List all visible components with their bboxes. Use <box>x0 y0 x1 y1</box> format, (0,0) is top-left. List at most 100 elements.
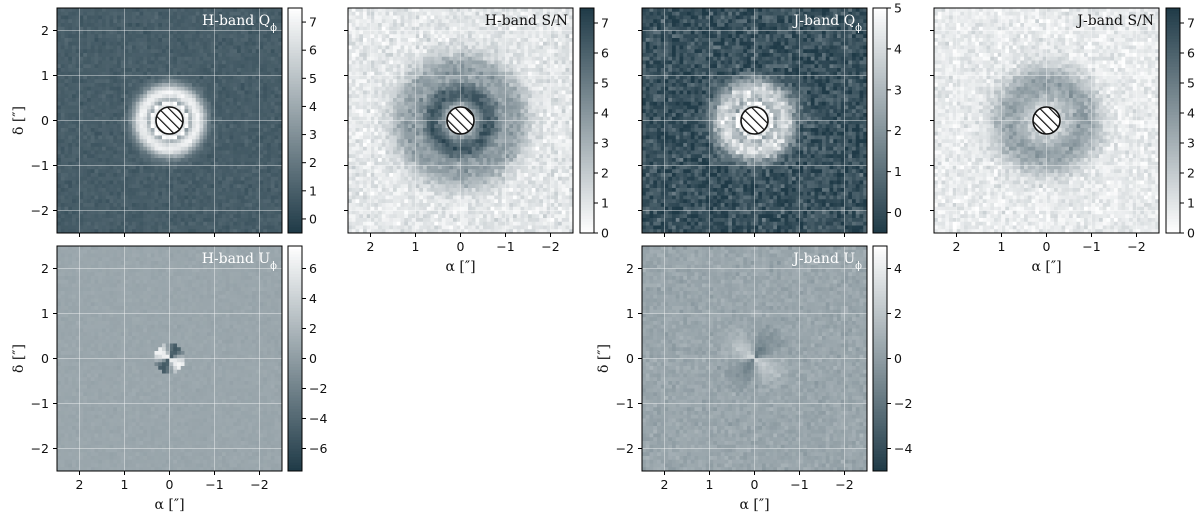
colorbar-tick-label-h-sn: 0 <box>601 226 609 241</box>
colorbar-tick-label-j-u: 0 <box>894 351 902 366</box>
colorbar-h-sn: 0 1 2 3 4 5 6 7 <box>580 8 609 241</box>
x-tick-label-j-u: −2 <box>835 477 853 492</box>
colorbar-tick-label-j-q: 3 <box>894 82 902 97</box>
y-axis-label-h-u: δ [″] <box>11 344 27 373</box>
colorbar-tick-label-j-sn: 0 <box>1187 226 1195 241</box>
x-axis-label-j-u: α [″] <box>739 497 769 513</box>
x-tick-label-j-sn: 0 <box>1043 239 1051 254</box>
colorbar-tick-label-h-u: 2 <box>309 321 317 336</box>
y-tick-label-j-u: −1 <box>616 396 634 411</box>
y-axis-label-h-q: δ [″] <box>11 106 27 135</box>
y-tick-label-h-u: 1 <box>41 306 49 321</box>
x-tick-label-h-sn: 2 <box>367 239 375 254</box>
colorbar-j-q: 0 1 2 3 4 5 <box>873 1 902 234</box>
panel-h-sn: 2 1 0 −1 −2 α [″] H-band S/N 0 1 2 3 4 5 6 7 <box>344 8 609 275</box>
x-tick-label-h-u: −1 <box>205 477 223 492</box>
y-tick-label-h-u: −1 <box>31 396 49 411</box>
x-tick-label-j-u: 0 <box>751 477 759 492</box>
colorbar-tick-label-h-q: 7 <box>309 15 317 30</box>
x-axis-label-h-sn: α [″] <box>445 259 475 275</box>
coronagraph-mask-h-sn <box>447 107 474 134</box>
y-axis-label-j-u: δ [″] <box>596 344 612 373</box>
colorbar-tick-label-h-u: −4 <box>309 411 327 426</box>
x-tick-label-j-sn: −1 <box>1082 239 1100 254</box>
colorbar-tick-label-j-sn: 3 <box>1187 136 1195 151</box>
colorbar-tick-label-h-u: 4 <box>309 291 317 306</box>
x-tick-label-h-u: 2 <box>76 477 84 492</box>
panel-title-j-sn: J-band S/N <box>1075 13 1154 29</box>
y-tick-label-j-u: −2 <box>616 441 634 456</box>
colorbar-tick-label-h-q: 6 <box>309 43 317 58</box>
colorbar-tick-label-j-u: −2 <box>894 396 912 411</box>
colorbar-tick-label-h-sn: 1 <box>601 196 609 211</box>
colorbar-h-u: −6 −4 −2 0 2 4 6 <box>288 246 327 471</box>
colorbar-tick-label-j-sn: 2 <box>1187 166 1195 181</box>
colorbar-tick-label-h-q: 1 <box>309 183 317 198</box>
colorbar-tick-label-h-sn: 3 <box>601 136 609 151</box>
colorbar-tick-label-j-q: 1 <box>894 164 902 179</box>
colorbar-tick-label-j-q: 4 <box>894 41 902 56</box>
colorbar-tick-label-j-sn: 7 <box>1187 16 1195 31</box>
colorbar-tick-label-h-sn: 2 <box>601 166 609 181</box>
x-axis-label-h-u: α [″] <box>154 497 184 513</box>
panel-title-h-sn: H-band S/N <box>485 13 568 29</box>
y-tick-label-h-u: −2 <box>31 441 49 456</box>
colorbar-tick-label-h-q: 5 <box>309 71 317 86</box>
x-tick-label-j-u: −1 <box>790 477 808 492</box>
colorbar-tick-label-h-sn: 5 <box>601 76 609 91</box>
y-tick-label-h-u: 0 <box>41 351 49 366</box>
colorbar-tick-label-h-q: 2 <box>309 155 317 170</box>
x-tick-label-j-u: 1 <box>706 477 714 492</box>
x-tick-label-h-u: 1 <box>121 477 129 492</box>
x-tick-label-h-u: −2 <box>250 477 268 492</box>
colorbar-tick-label-j-u: 2 <box>894 306 902 321</box>
colorbar-tick-label-j-q: 2 <box>894 123 902 138</box>
y-tick-label-h-q: 0 <box>41 113 49 128</box>
y-tick-label-h-q: −2 <box>31 203 49 218</box>
x-tick-label-j-u: 2 <box>661 477 669 492</box>
colorbar-tick-label-j-sn: 1 <box>1187 196 1195 211</box>
y-tick-label-h-q: 2 <box>41 23 49 38</box>
colorbar-h-q: 0 1 2 3 4 5 6 7 <box>288 8 317 233</box>
x-axis-label-j-sn: α [″] <box>1031 259 1061 275</box>
colorbar-tick-label-h-q: 0 <box>309 211 317 226</box>
y-tick-label-j-u: 0 <box>626 351 634 366</box>
colorbar-tick-label-h-u: 6 <box>309 261 317 276</box>
colorbar-tick-label-h-u: 0 <box>309 351 317 366</box>
y-tick-label-j-u: 1 <box>626 306 634 321</box>
colorbar-tick-label-j-u: 4 <box>894 261 902 276</box>
colorbar-tick-label-h-sn: 4 <box>601 106 609 121</box>
colorbar-tick-label-h-sn: 6 <box>601 46 609 61</box>
y-tick-label-h-q: −1 <box>31 158 49 173</box>
x-tick-label-h-sn: 1 <box>412 239 420 254</box>
x-tick-label-j-sn: −2 <box>1127 239 1145 254</box>
coronagraph-mask-j-sn <box>1033 107 1060 134</box>
colorbar-tick-label-j-u: −4 <box>894 441 912 456</box>
x-tick-label-h-sn: −1 <box>496 239 514 254</box>
y-tick-label-j-u: 2 <box>626 261 634 276</box>
x-tick-label-h-sn: 0 <box>457 239 465 254</box>
colorbar-j-u: −4 −2 0 2 4 <box>873 246 912 471</box>
coronagraph-mask-j-q <box>741 107 768 134</box>
colorbar-tick-label-h-q: 3 <box>309 127 317 142</box>
x-tick-label-j-sn: 1 <box>998 239 1006 254</box>
x-tick-label-h-sn: −2 <box>541 239 559 254</box>
x-tick-label-h-u: 0 <box>166 477 174 492</box>
colorbar-tick-label-h-sn: 7 <box>601 16 609 31</box>
colorbar-tick-label-h-u: −6 <box>309 441 327 456</box>
colorbar-tick-label-j-q: 0 <box>894 205 902 220</box>
y-tick-label-h-q: 1 <box>41 68 49 83</box>
colorbar-tick-label-j-sn: 6 <box>1187 46 1195 61</box>
colorbar-tick-label-j-q: 5 <box>894 1 902 16</box>
colorbar-tick-label-h-q: 4 <box>309 99 317 114</box>
colorbar-tick-label-h-u: −2 <box>309 381 327 396</box>
colorbar-tick-label-j-sn: 4 <box>1187 106 1195 121</box>
x-tick-label-j-sn: 2 <box>953 239 961 254</box>
